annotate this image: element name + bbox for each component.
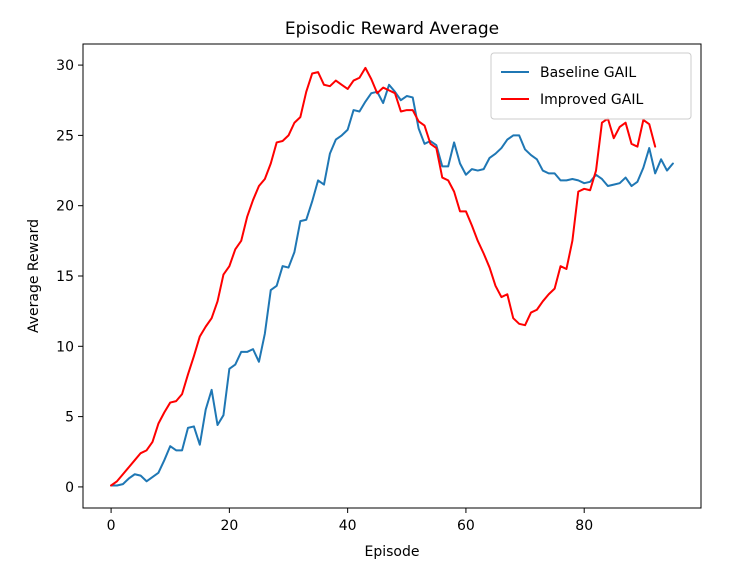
x-axis: 0 20 40 60 80 [107, 508, 593, 534]
x-tick-label: 20 [220, 518, 238, 534]
series-line-2 [110, 66, 657, 487]
y-tick-label: 15 [56, 269, 74, 285]
legend-label: Improved GAIL [540, 92, 643, 108]
y-tick-label: 25 [56, 128, 74, 144]
y-tick-label: 10 [56, 339, 74, 355]
y-tick-label: 5 [65, 410, 74, 426]
chart-title: Episodic Reward Average [285, 19, 499, 39]
x-tick-label: 0 [107, 518, 116, 534]
y-tick-label: 20 [56, 199, 74, 215]
y-axis-title: Average Reward [26, 219, 42, 333]
y-tick-label: 0 [65, 480, 74, 496]
x-tick-label: 60 [457, 518, 475, 534]
legend-box [490, 52, 692, 120]
x-tick-label: 40 [339, 518, 357, 534]
legend: Baseline GAIL Improved GAIL [490, 52, 692, 120]
y-tick-label: 30 [56, 58, 74, 74]
x-axis-title: Episode [365, 544, 420, 560]
y-axis: 0 5 10 15 20 25 30 [56, 58, 83, 496]
legend-label: Baseline GAIL [540, 65, 636, 81]
series-line-1 [110, 83, 674, 487]
x-tick-label: 80 [575, 518, 593, 534]
